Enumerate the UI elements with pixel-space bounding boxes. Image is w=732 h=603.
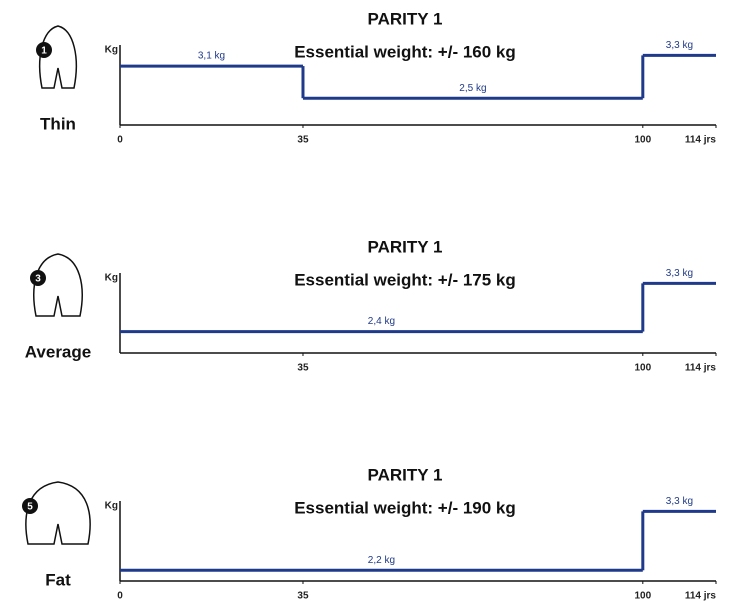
pig-icon	[26, 482, 90, 544]
value-label: 2,4 kg	[368, 316, 395, 327]
value-label: 3,3 kg	[666, 268, 693, 279]
x-tick-label: 100	[634, 363, 651, 374]
chart-title: PARITY 1	[368, 237, 443, 256]
value-label: 2,5 kg	[459, 83, 486, 94]
x-tick-label: 100	[634, 135, 651, 146]
page: PARITY 1 Essential weight: +/- 160 kg 1 Thi…	[0, 0, 732, 603]
chart-title: PARITY 1	[368, 465, 443, 484]
x-tick-label: 114 jrs	[685, 363, 717, 374]
x-tick-label: 114 jrs	[685, 591, 717, 602]
score: 5	[27, 502, 33, 513]
y-axis-label: Kg	[105, 273, 118, 284]
x-tick-label: 114 jrs	[685, 135, 717, 146]
x-tick-label: 0	[117, 135, 123, 146]
chart-subtitle: Essential weight: +/- 190 kg	[294, 498, 516, 517]
x-tick-label: 35	[297, 363, 309, 374]
chart-subtitle: Essential weight: +/- 175 kg	[294, 270, 516, 289]
chart-title: PARITY 1	[368, 9, 443, 28]
chart: PARITY 1 Essential weight: +/- 160 kg 1 Thi…	[0, 0, 732, 603]
x-tick-label: 0	[117, 591, 123, 602]
value-label: 3,3 kg	[666, 40, 693, 51]
x-tick-label: 100	[634, 591, 651, 602]
value-label: 3,1 kg	[198, 51, 225, 62]
condition-label: Average	[25, 342, 91, 361]
condition-label: Fat	[45, 570, 71, 589]
value-label: 2,2 kg	[368, 555, 395, 566]
chart-subtitle: Essential weight: +/- 160 kg	[294, 42, 516, 61]
condition-label: Thin	[40, 114, 76, 133]
score: 3	[35, 274, 41, 285]
y-axis-label: Kg	[105, 45, 118, 56]
score: 1	[41, 46, 47, 57]
x-tick-label: 35	[297, 591, 309, 602]
y-axis-label: Kg	[105, 501, 118, 512]
x-tick-label: 35	[297, 135, 309, 146]
value-label: 3,3 kg	[666, 496, 693, 507]
